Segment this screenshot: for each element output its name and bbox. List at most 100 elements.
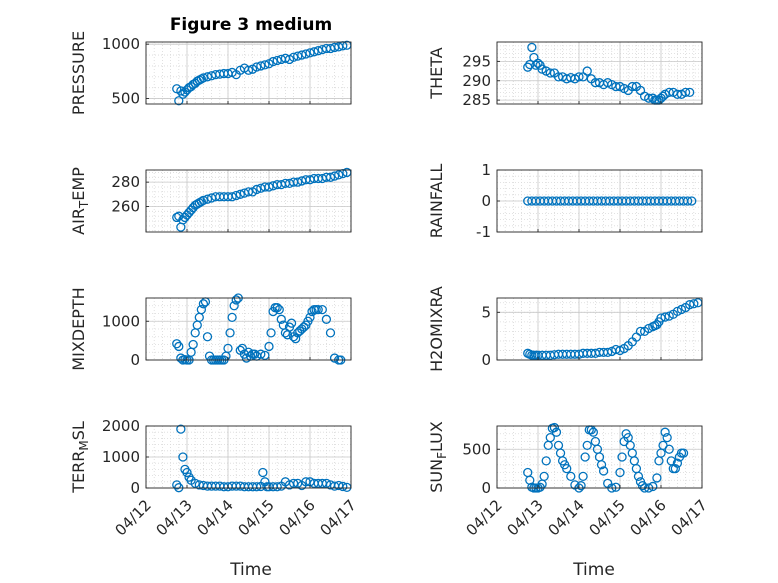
data-point	[225, 328, 235, 338]
plot-area	[146, 170, 351, 232]
data-point	[172, 480, 182, 490]
data-point	[288, 478, 299, 489]
y-tick-label: 1000	[102, 312, 140, 330]
x-tick-label: 04/17	[317, 496, 360, 539]
data-point	[309, 47, 319, 57]
data-point	[252, 62, 262, 72]
data-point	[648, 481, 658, 492]
data-point	[223, 343, 233, 354]
data-point	[603, 347, 613, 358]
data-point	[264, 182, 274, 192]
y-tick-label: 0	[130, 351, 140, 369]
data-point	[174, 96, 184, 106]
data-point	[190, 478, 200, 489]
data-point	[539, 471, 549, 482]
data-point	[687, 196, 697, 206]
data-point	[596, 460, 607, 470]
x-tick-label: 04/12	[112, 496, 155, 539]
y-tick-label: 260	[111, 197, 140, 215]
data-point	[588, 427, 598, 437]
data-point	[680, 87, 691, 98]
y-tick-label: 0	[481, 351, 491, 369]
data-point	[334, 170, 344, 180]
data-point	[689, 299, 699, 309]
data-point	[637, 481, 648, 491]
x-tick-label: 04/15	[586, 496, 629, 539]
data-point	[198, 195, 209, 206]
data-point	[683, 196, 693, 206]
x-tick-label: 04/17	[668, 496, 711, 539]
data-point	[580, 452, 590, 462]
data-point	[202, 332, 213, 342]
data-point	[672, 458, 683, 468]
data-point	[301, 49, 311, 59]
data-point	[685, 87, 695, 98]
data-point	[260, 60, 270, 70]
data-point	[264, 341, 274, 352]
y-tick-label: 500	[462, 440, 491, 458]
data-point	[286, 318, 297, 328]
data-point	[305, 312, 315, 323]
plot-area	[146, 42, 351, 104]
y-tick-label: 1000	[102, 448, 140, 466]
data-point	[288, 52, 299, 62]
data-point	[652, 473, 662, 483]
data-point	[243, 65, 254, 75]
data-point	[635, 326, 646, 337]
data-point	[178, 452, 188, 462]
data-point	[231, 295, 241, 305]
subplot-air-temp: 260 280 AIRTEMP	[69, 167, 352, 235]
y-axis-label: H2OMIXRA	[427, 286, 446, 372]
data-point	[256, 349, 266, 359]
y-axis-label: RAINFALL	[427, 164, 446, 239]
y-axis-label: PRESSURE	[69, 31, 88, 115]
data-point	[272, 482, 282, 492]
y-tick-label: 295	[462, 52, 491, 70]
data-point	[329, 171, 340, 181]
x-tick-label: 04/13	[153, 496, 196, 539]
data-point	[578, 471, 588, 482]
y-tick-label: 280	[111, 173, 140, 191]
data-point	[249, 349, 260, 359]
figure-title: Figure 3 medium	[170, 15, 332, 35]
data-point	[229, 301, 239, 311]
x-tick-label: 04/14	[194, 496, 237, 539]
data-point	[549, 422, 560, 433]
y-tick-label: 1000	[102, 35, 140, 53]
data-point	[198, 73, 209, 83]
y-tick-label: 0	[481, 479, 491, 497]
data-point	[258, 467, 268, 478]
x-tick-label: 04/14	[545, 496, 588, 539]
data-point	[188, 339, 198, 350]
x-tick-label: 04/15	[235, 496, 278, 539]
data-point	[660, 312, 670, 322]
data-point	[231, 190, 241, 201]
data-point	[313, 46, 323, 56]
axes-frame	[145, 41, 352, 105]
data-point	[198, 299, 209, 309]
data-point	[670, 463, 680, 474]
data-point	[627, 81, 637, 92]
data-point	[617, 452, 627, 462]
x-tick-label: 04/13	[504, 496, 547, 539]
data-point	[321, 478, 332, 489]
data-point	[196, 196, 207, 207]
axes-frame	[496, 425, 703, 489]
axes-frame	[145, 297, 352, 361]
data-point	[227, 312, 237, 323]
y-tick-label: -1	[476, 223, 491, 241]
plot-area	[497, 298, 702, 360]
x-tick-label: 04/16	[627, 496, 670, 539]
data-point	[633, 471, 644, 482]
axes-frame	[496, 41, 703, 105]
data-point	[566, 471, 576, 482]
data-point	[235, 189, 245, 199]
data-point	[196, 304, 207, 315]
data-point	[276, 314, 286, 324]
data-point	[541, 456, 551, 466]
y-axis-label: AIRTEMP	[69, 167, 91, 235]
axes-frame	[496, 297, 703, 361]
